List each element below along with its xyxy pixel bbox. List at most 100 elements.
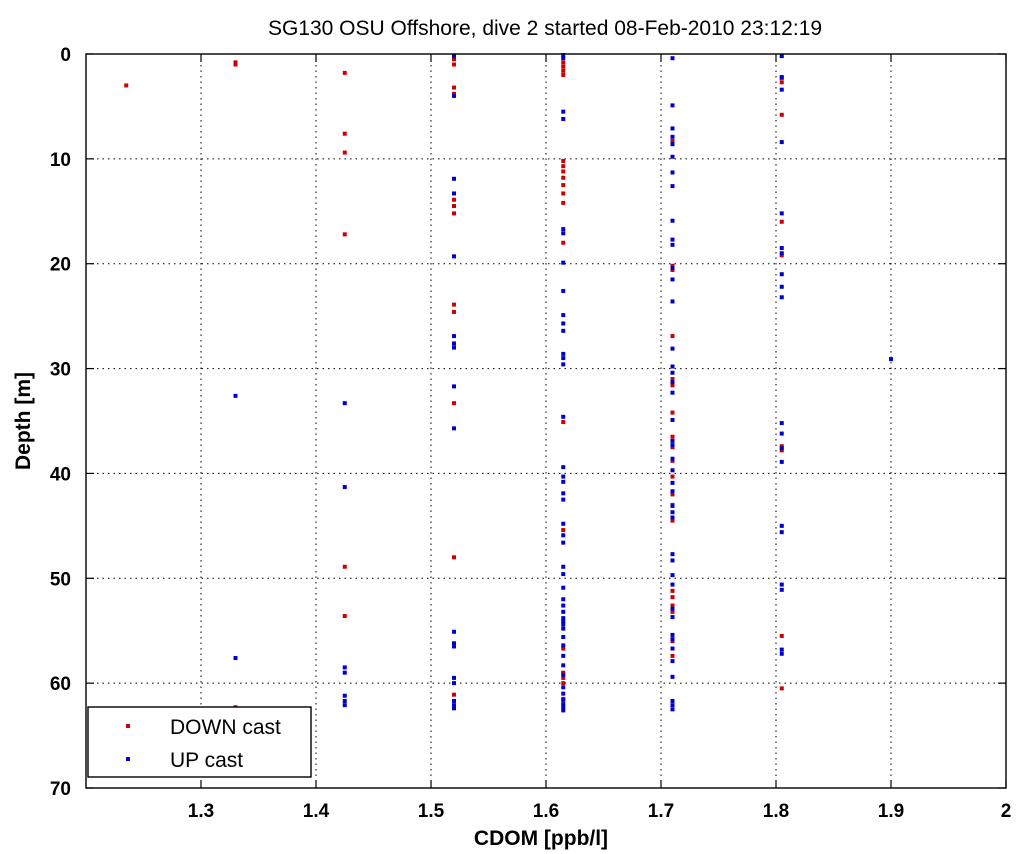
data-point bbox=[452, 401, 456, 406]
data-point bbox=[779, 140, 784, 145]
data-point bbox=[561, 646, 566, 651]
data-point bbox=[670, 659, 675, 664]
data-point bbox=[779, 633, 784, 638]
data-point bbox=[342, 485, 347, 490]
data-point bbox=[452, 204, 456, 209]
data-point bbox=[670, 134, 675, 139]
data-point bbox=[779, 253, 784, 258]
data-point bbox=[670, 474, 675, 479]
data-point bbox=[561, 708, 566, 713]
data-point bbox=[561, 663, 566, 668]
data-point bbox=[561, 540, 566, 545]
data-point bbox=[561, 183, 566, 188]
data-point bbox=[561, 109, 566, 114]
data-point bbox=[779, 211, 784, 216]
data-point bbox=[561, 572, 566, 577]
data-point bbox=[779, 651, 784, 656]
data-point bbox=[670, 380, 675, 385]
data-point bbox=[342, 131, 347, 136]
data-point bbox=[561, 533, 566, 538]
data-point bbox=[342, 70, 347, 75]
data-point bbox=[670, 126, 675, 131]
data-point bbox=[561, 227, 566, 232]
data-point bbox=[452, 703, 456, 708]
data-point bbox=[779, 448, 784, 453]
data-point bbox=[779, 54, 784, 59]
y-tick-label: 40 bbox=[50, 464, 71, 485]
data-point bbox=[561, 68, 566, 73]
data-point bbox=[779, 523, 784, 528]
data-point bbox=[561, 117, 566, 122]
data-point bbox=[452, 629, 456, 634]
y-tick-label: 50 bbox=[50, 569, 71, 590]
data-point bbox=[561, 521, 566, 526]
x-tick-label: 2 bbox=[1001, 801, 1012, 822]
data-point bbox=[670, 410, 675, 415]
data-point bbox=[342, 564, 347, 569]
data-point bbox=[779, 686, 784, 691]
data-point bbox=[779, 582, 784, 587]
data-point bbox=[670, 646, 675, 651]
y-axis-label: Depth [m] bbox=[12, 372, 35, 470]
legend-label-up-cast: UP cast bbox=[170, 749, 243, 772]
data-point bbox=[452, 93, 456, 98]
data-point bbox=[670, 703, 675, 708]
data-point bbox=[452, 54, 456, 59]
data-point bbox=[670, 552, 675, 557]
data-point bbox=[342, 703, 347, 708]
data-point bbox=[670, 299, 675, 304]
data-point bbox=[670, 603, 675, 608]
data-point bbox=[561, 356, 566, 361]
legend-marker-down-cast bbox=[126, 724, 130, 728]
data-point bbox=[670, 595, 675, 600]
data-point bbox=[779, 272, 784, 277]
data-point bbox=[452, 302, 456, 307]
data-point bbox=[561, 64, 566, 69]
data-point bbox=[779, 219, 784, 224]
data-point bbox=[342, 693, 347, 698]
data-point bbox=[670, 707, 675, 712]
data-point bbox=[561, 603, 566, 608]
data-point bbox=[779, 587, 784, 592]
data-point bbox=[670, 263, 675, 268]
y-tick-label: 30 bbox=[50, 360, 71, 381]
data-point bbox=[561, 622, 566, 627]
data-point bbox=[561, 175, 566, 180]
data-point bbox=[670, 268, 675, 273]
data-point bbox=[561, 200, 566, 205]
data-point bbox=[452, 197, 456, 202]
data-point bbox=[779, 112, 784, 117]
data-point bbox=[670, 237, 675, 242]
data-point bbox=[561, 705, 566, 710]
x-tick-label: 1.7 bbox=[648, 801, 674, 822]
data-point bbox=[779, 295, 784, 300]
data-point bbox=[889, 357, 893, 362]
data-point bbox=[561, 585, 566, 590]
data-point bbox=[452, 334, 456, 339]
data-point bbox=[561, 474, 566, 479]
x-tick-label: 1.3 bbox=[188, 801, 214, 822]
y-tick-label: 60 bbox=[50, 674, 71, 695]
data-point bbox=[670, 606, 675, 611]
data-point bbox=[561, 169, 566, 174]
data-point bbox=[342, 401, 347, 406]
data-point bbox=[670, 609, 675, 614]
data-point bbox=[670, 637, 675, 642]
data-point bbox=[670, 56, 675, 61]
data-point bbox=[670, 674, 675, 679]
data-point bbox=[561, 479, 566, 484]
data-point bbox=[779, 251, 784, 256]
data-point bbox=[670, 218, 675, 223]
data-point bbox=[670, 558, 675, 563]
legend-marker-up-cast bbox=[126, 757, 130, 761]
data-point bbox=[342, 665, 347, 670]
data-point bbox=[670, 615, 675, 620]
chart-title: SG130 OSU Offshore, dive 2 started 08-Fe… bbox=[268, 17, 822, 40]
data-point bbox=[561, 702, 566, 707]
data-point bbox=[670, 639, 675, 644]
x-tick-label: 1.9 bbox=[878, 801, 904, 822]
data-point bbox=[561, 260, 566, 265]
data-point bbox=[452, 91, 456, 96]
data-point bbox=[561, 164, 566, 169]
data-point bbox=[670, 390, 675, 395]
